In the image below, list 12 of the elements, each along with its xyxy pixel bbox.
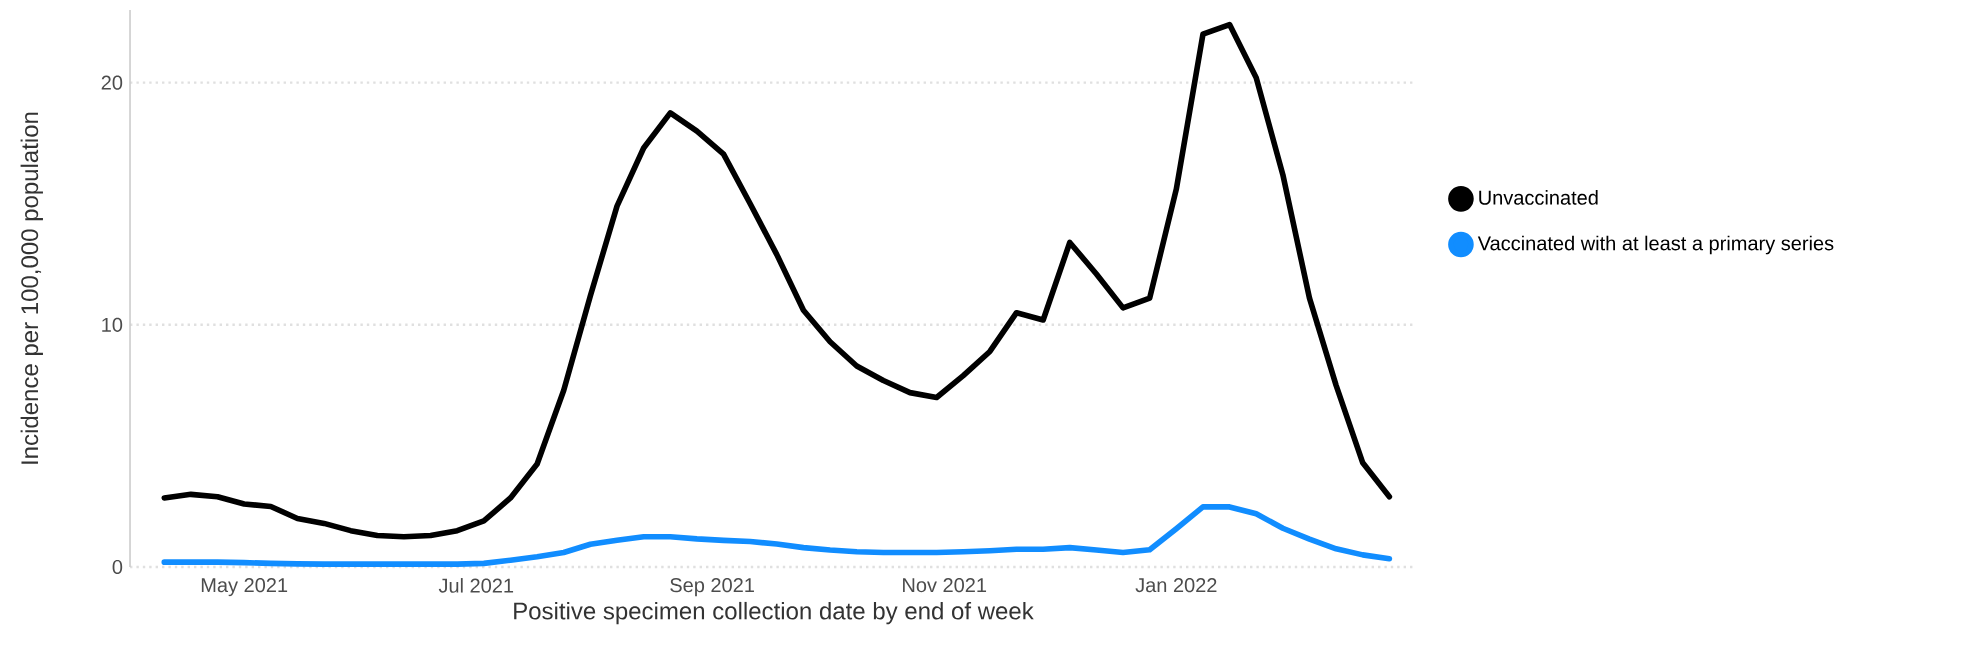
x-axis-title: Positive specimen collection date by end of week (514, 601, 1034, 625)
x-tick-label: Sep 2021 (670, 578, 754, 597)
x-tick-label: Nov 2021 (903, 578, 987, 593)
y-tick-label: 0 (112, 559, 123, 575)
x-tick-label: Jul 2021 (438, 578, 514, 593)
legend-label: Vaccinated with at least a primary series (1477, 235, 1834, 255)
x-tick-label: Jan 2022 (1135, 578, 1217, 593)
legend-label: Unvaccinated (1479, 190, 1598, 205)
y-axis-title: Incidence per 100,000 population (20, 112, 43, 464)
y-tick-label: 20 (101, 75, 123, 90)
x-tick-label: May 2021 (201, 578, 288, 597)
y-tick-label: 10 (102, 317, 123, 332)
